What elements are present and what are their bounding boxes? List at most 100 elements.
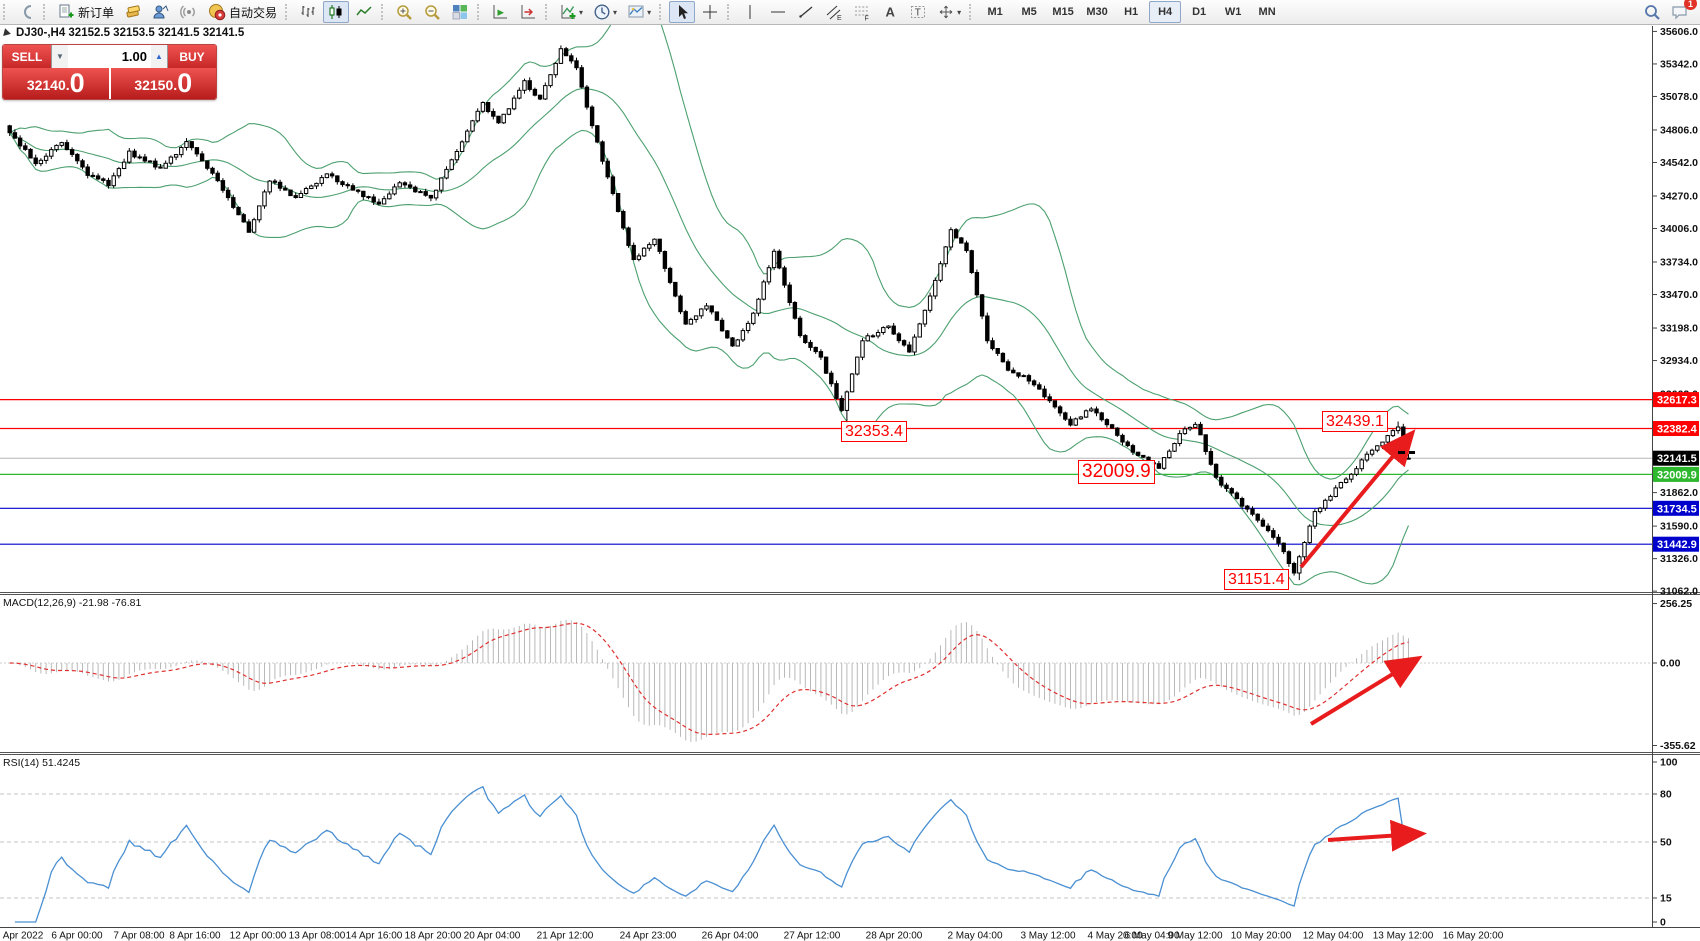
trend-arrow <box>1309 655 1423 726</box>
bar-chart-button[interactable] <box>295 1 321 23</box>
clipped-icon <box>24 5 32 19</box>
svg-text:12 May 04:00: 12 May 04:00 <box>1303 931 1364 941</box>
buy-price-pip: 0 <box>177 68 193 98</box>
price-annotation[interactable]: 32009.9 <box>1078 460 1155 484</box>
sell-price[interactable]: 32140. 0 <box>3 68 109 99</box>
svg-text:31326.0: 31326.0 <box>1660 553 1698 565</box>
volume-input[interactable] <box>68 48 151 65</box>
svg-text:3 May 12:00: 3 May 12:00 <box>1020 931 1075 941</box>
svg-text:0: 0 <box>1660 917 1666 929</box>
svg-text:-355.62: -355.62 <box>1660 740 1696 752</box>
clock-icon <box>594 4 610 20</box>
price-badge <box>1653 500 1699 516</box>
svg-text:8 Apr 16:00: 8 Apr 16:00 <box>169 931 221 941</box>
broadcast-icon <box>180 5 195 19</box>
sell-button[interactable]: SELL <box>3 45 51 68</box>
shift-icon <box>521 5 536 19</box>
svg-text:31590.0: 31590.0 <box>1660 521 1698 533</box>
label-button[interactable]: T <box>905 1 931 23</box>
tile-windows-button[interactable] <box>447 1 473 23</box>
svg-text:RSI(14) 51.4245: RSI(14) 51.4245 <box>3 757 80 769</box>
price-annotation[interactable]: 32353.4 <box>841 421 907 442</box>
caret-down-icon: ▾ <box>613 7 618 17</box>
arrows-button[interactable]: ▾ <box>933 1 965 23</box>
trendline-button[interactable] <box>793 1 819 23</box>
crosshair-icon <box>703 5 718 19</box>
timeframe-h4[interactable]: H4 <box>1149 1 1182 23</box>
text-button[interactable]: A <box>877 1 903 23</box>
clipped-icon[interactable] <box>13 1 39 23</box>
toolbar-right: 1 <box>1638 0 1700 23</box>
channel-button[interactable]: E <box>821 1 847 23</box>
volume-up-button[interactable]: ▲ <box>151 45 167 68</box>
indicators-button[interactable]: ▾ <box>555 1 587 23</box>
buy-button[interactable]: BUY <box>168 45 216 68</box>
autoscroll-button[interactable] <box>487 1 513 23</box>
candles-layer <box>7 45 1411 581</box>
zoom-out-button[interactable] <box>419 1 445 23</box>
gold-icon-button[interactable] <box>120 1 146 23</box>
notification-badge: 1 <box>1684 0 1697 10</box>
line-chart-button[interactable] <box>351 1 377 23</box>
zoom-in-button[interactable] <box>391 1 417 23</box>
broadcast-icon-button[interactable] <box>176 1 202 23</box>
profile-icon-button[interactable] <box>148 1 174 23</box>
axis-layer: 35606.0 35342.0 35078.0 34806.0 34542.0 34270… <box>0 26 1700 941</box>
svg-text:35078.0: 35078.0 <box>1660 91 1698 103</box>
svg-text:20 Apr 04:00: 20 Apr 04:00 <box>464 931 521 941</box>
toolbar-group-6 <box>656 0 724 24</box>
fibonacci-button[interactable]: F <box>849 1 875 23</box>
svg-text:10 May 20:00: 10 May 20:00 <box>1231 931 1292 941</box>
collapse-triangle-icon[interactable] <box>3 28 12 38</box>
trend-icon <box>799 6 813 18</box>
svg-text:Apr 2022: Apr 2022 <box>3 931 44 941</box>
price-badge <box>1653 421 1699 436</box>
new-order-button-label: 新订单 <box>78 5 115 20</box>
texta-icon: A <box>886 5 896 20</box>
volume-down-button[interactable]: ▼ <box>52 45 68 68</box>
cursor-button[interactable] <box>669 1 696 23</box>
svg-text:35342.0: 35342.0 <box>1660 58 1698 70</box>
timeframe-m5[interactable]: M5 <box>1021 6 1037 18</box>
vertical-line-button[interactable] <box>737 1 763 23</box>
group-separator <box>659 4 665 20</box>
price-annotation[interactable]: 31151.4 <box>1224 569 1289 590</box>
price-annotation[interactable]: 32439.1 <box>1322 411 1388 432</box>
timeframe-h1[interactable]: H1 <box>1124 6 1139 18</box>
toolbar-group-5: ▾ ▾ ▾ <box>542 0 656 24</box>
timeframe-m15[interactable]: M15 <box>1052 6 1074 18</box>
horizontal-line-button[interactable] <box>765 1 791 23</box>
timeframe-w1[interactable]: W1 <box>1224 6 1242 18</box>
svg-text:32382.4: 32382.4 <box>1657 424 1698 436</box>
templates-button[interactable]: ▾ <box>623 1 655 23</box>
svg-text:21 Apr 12:00: 21 Apr 12:00 <box>537 931 594 941</box>
new-order-button[interactable]: 新订单 <box>53 1 118 23</box>
timeframe-mn[interactable]: MN <box>1258 6 1276 18</box>
svg-text:100: 100 <box>1660 757 1678 769</box>
caret-down-icon: ▾ <box>957 7 962 17</box>
search-icon <box>1645 5 1660 20</box>
crosshair-button[interactable] <box>697 1 723 23</box>
chart-shift-button[interactable] <box>515 1 541 23</box>
periods-button[interactable]: ▾ <box>589 1 621 23</box>
candlestick-chart-button[interactable] <box>323 1 350 23</box>
search-button[interactable] <box>1639 1 1665 23</box>
volume-stepper: ▼ ▲ <box>51 45 168 68</box>
svg-text:7 Apr 08:00: 7 Apr 08:00 <box>113 931 165 941</box>
svg-text:6 Apr 00:00: 6 Apr 00:00 <box>51 931 103 941</box>
profile-icon <box>153 5 169 19</box>
svg-text:27 Apr 12:00: 27 Apr 12:00 <box>784 931 841 941</box>
sell-price-main: 32140 <box>26 77 66 93</box>
group-separator <box>43 4 49 20</box>
timeframe-m30[interactable]: M30 <box>1086 6 1108 18</box>
svg-text:256.25: 256.25 <box>1660 598 1692 610</box>
group-separator <box>285 4 291 20</box>
autotrade-button[interactable]: 自动交易 <box>204 1 281 23</box>
vline-icon <box>749 5 751 19</box>
notifications-button[interactable]: 1 <box>1667 0 1697 23</box>
svg-text:F: F <box>865 16 869 22</box>
buy-price[interactable]: 32150. 0 <box>110 68 216 99</box>
timeframe-d1[interactable]: D1 <box>1192 6 1207 18</box>
svg-text:2 May 04:00: 2 May 04:00 <box>947 931 1002 941</box>
timeframe-m1[interactable]: M1 <box>987 6 1003 18</box>
